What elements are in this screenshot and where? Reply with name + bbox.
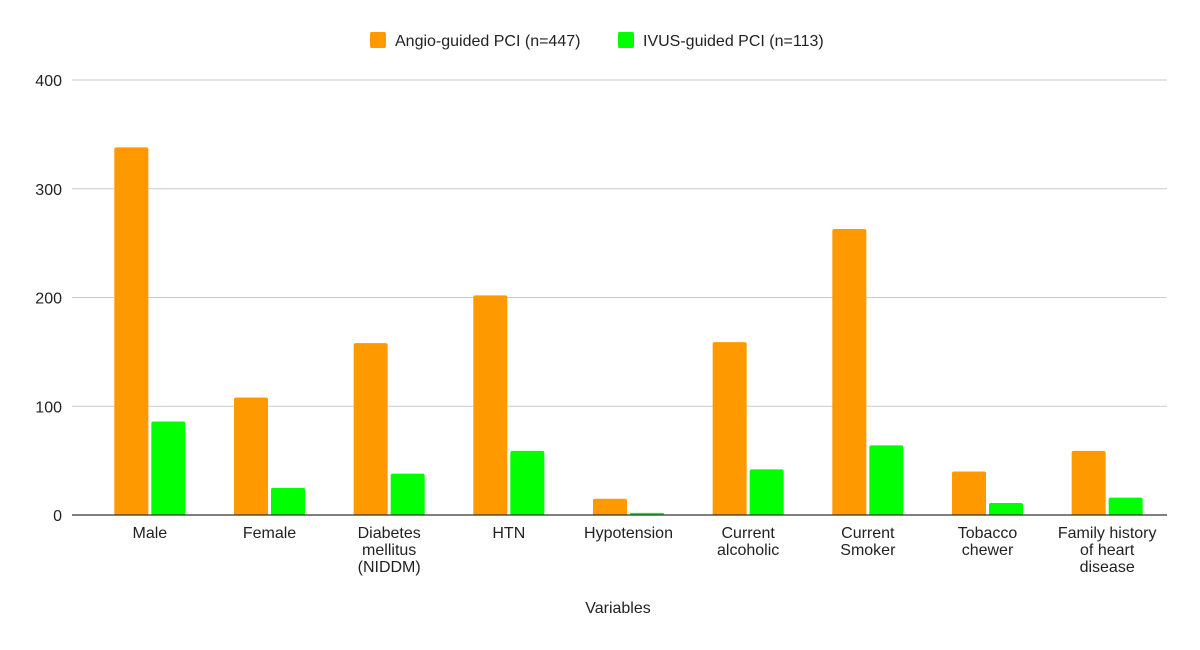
x-tick-label: Female [243, 525, 296, 542]
legend-label-angio: Angio-guided PCI (n=447) [395, 33, 580, 50]
x-tick-label: Current alcoholic [717, 525, 779, 559]
legend-swatch-ivus [618, 32, 634, 48]
x-tick-label: Family history of heart disease [1058, 525, 1157, 576]
bar-angio [114, 147, 149, 516]
bar-ivus [989, 503, 1023, 515]
axes: 0 100 200 300 400 Male Female Diabetes mellitus(… [35, 73, 1167, 576]
bar-ivus [271, 487, 305, 515]
bar-angio [952, 471, 986, 515]
bars [114, 147, 1143, 516]
x-tick-label: Male [132, 525, 167, 542]
legend-label-ivus: IVUS-guided PCI (n=113) [643, 33, 824, 50]
gridlines [72, 79, 1167, 407]
legend: Angio-guided PCI (n=447) IVUS-guided PCI … [370, 32, 824, 50]
x-tick-label: Diabetes mellitus (NIDDM) [358, 525, 421, 576]
bar-ivus [869, 445, 904, 515]
y-tick-label: 300 [35, 182, 62, 199]
y-tick-label: 100 [35, 399, 62, 416]
bar-angio [712, 342, 747, 515]
x-tick-label: Tobacco chewer [958, 525, 1018, 559]
bar-ivus [510, 450, 545, 515]
x-axis-title: Variables [585, 600, 651, 617]
bar-ivus [749, 469, 784, 515]
bar-angio [353, 343, 388, 515]
bar-angio [593, 498, 627, 515]
bar-angio [234, 397, 268, 515]
x-tick-label: Hypotension [584, 525, 673, 542]
bar-angio [1071, 450, 1106, 515]
bar-ivus [151, 421, 186, 515]
legend-swatch-angio [370, 32, 386, 48]
bar-angio [832, 228, 867, 516]
x-tick-label: Current Smoker [840, 525, 896, 559]
y-tick-label: 200 [35, 291, 62, 308]
bar-ivus [390, 473, 425, 515]
y-tick-label: 0 [53, 508, 62, 525]
bar-ivus [1108, 497, 1143, 515]
bar-angio [473, 295, 508, 515]
y-tick-label: 400 [35, 73, 62, 90]
x-tick-label: HTN [492, 525, 525, 542]
